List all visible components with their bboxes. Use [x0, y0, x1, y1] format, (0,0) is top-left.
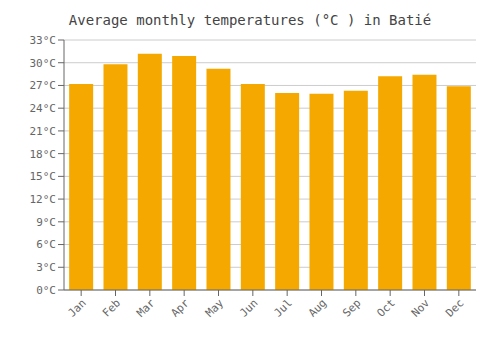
svg-text:Dec: Dec	[443, 296, 466, 319]
svg-text:9°C: 9°C	[36, 216, 56, 229]
svg-text:Oct: Oct	[375, 296, 398, 319]
svg-text:Jan: Jan	[66, 296, 89, 319]
svg-text:May: May	[203, 296, 227, 320]
svg-text:3°C: 3°C	[36, 261, 56, 274]
svg-text:Sep: Sep	[340, 296, 363, 319]
svg-text:0°C: 0°C	[36, 284, 56, 297]
svg-text:18°C: 18°C	[30, 148, 57, 161]
svg-text:33°C: 33°C	[30, 34, 57, 47]
svg-text:30°C: 30°C	[30, 57, 57, 70]
svg-text:12°C: 12°C	[30, 193, 57, 206]
svg-text:Aug: Aug	[306, 296, 329, 319]
svg-text:6°C: 6°C	[36, 238, 56, 251]
svg-text:24°C: 24°C	[30, 102, 57, 115]
svg-text:Feb: Feb	[100, 296, 123, 319]
svg-text:15°C: 15°C	[30, 170, 57, 183]
html-text:Average monthly temperatures (: Average monthly temperatures (°C ) in Ba…	[68, 12, 432, 28]
svg-text:Jul: Jul	[272, 296, 295, 319]
svg-text:Jun: Jun	[237, 296, 260, 319]
svg-text:27°C: 27°C	[30, 79, 57, 92]
svg-text:21°C: 21°C	[30, 125, 57, 138]
svg-text:Apr: Apr	[169, 296, 193, 320]
svg-text:Mar: Mar	[134, 296, 158, 320]
svg-text:Nov: Nov	[409, 296, 433, 320]
